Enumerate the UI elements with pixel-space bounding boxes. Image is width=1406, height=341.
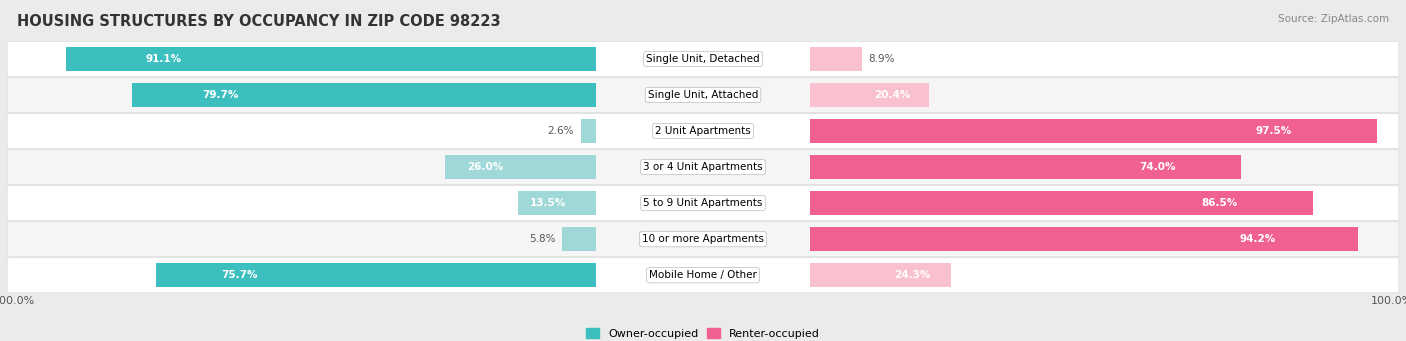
FancyBboxPatch shape [7, 258, 1399, 293]
Bar [581, 119, 596, 143]
FancyBboxPatch shape [7, 77, 1399, 113]
Text: 94.2%: 94.2% [1240, 234, 1275, 244]
Bar [810, 119, 1378, 143]
Text: 24.3%: 24.3% [894, 270, 929, 280]
Text: 86.5%: 86.5% [1202, 198, 1237, 208]
Text: 5 to 9 Unit Apartments: 5 to 9 Unit Apartments [644, 198, 762, 208]
Text: 8.9%: 8.9% [869, 54, 896, 64]
Text: 20.4%: 20.4% [875, 90, 911, 100]
Bar [810, 83, 928, 107]
Legend: Owner-occupied, Renter-occupied: Owner-occupied, Renter-occupied [581, 324, 825, 341]
Bar [810, 227, 1358, 251]
Text: 26.0%: 26.0% [468, 162, 503, 172]
Text: 13.5%: 13.5% [530, 198, 565, 208]
Text: 74.0%: 74.0% [1139, 162, 1175, 172]
Text: 5.8%: 5.8% [529, 234, 555, 244]
Bar [562, 227, 596, 251]
Text: 91.1%: 91.1% [145, 54, 181, 64]
FancyBboxPatch shape [7, 150, 1399, 184]
Bar [132, 83, 596, 107]
Bar [517, 191, 596, 216]
Text: Mobile Home / Other: Mobile Home / Other [650, 270, 756, 280]
Bar [810, 263, 952, 287]
FancyBboxPatch shape [7, 42, 1399, 76]
Bar [810, 155, 1240, 179]
Bar [444, 155, 596, 179]
Text: 75.7%: 75.7% [222, 270, 259, 280]
FancyBboxPatch shape [7, 222, 1399, 257]
Text: Single Unit, Attached: Single Unit, Attached [648, 90, 758, 100]
Text: Single Unit, Detached: Single Unit, Detached [647, 54, 759, 64]
Text: 2 Unit Apartments: 2 Unit Apartments [655, 126, 751, 136]
Text: 2.6%: 2.6% [548, 126, 574, 136]
Bar [810, 191, 1313, 216]
Bar [66, 47, 596, 71]
FancyBboxPatch shape [7, 114, 1399, 149]
Text: HOUSING STRUCTURES BY OCCUPANCY IN ZIP CODE 98223: HOUSING STRUCTURES BY OCCUPANCY IN ZIP C… [17, 14, 501, 29]
Text: 97.5%: 97.5% [1256, 126, 1292, 136]
FancyBboxPatch shape [7, 186, 1399, 221]
Bar [156, 263, 596, 287]
Text: 79.7%: 79.7% [202, 90, 238, 100]
Bar [810, 47, 862, 71]
Text: Source: ZipAtlas.com: Source: ZipAtlas.com [1278, 14, 1389, 24]
Text: 3 or 4 Unit Apartments: 3 or 4 Unit Apartments [643, 162, 763, 172]
Text: 10 or more Apartments: 10 or more Apartments [643, 234, 763, 244]
